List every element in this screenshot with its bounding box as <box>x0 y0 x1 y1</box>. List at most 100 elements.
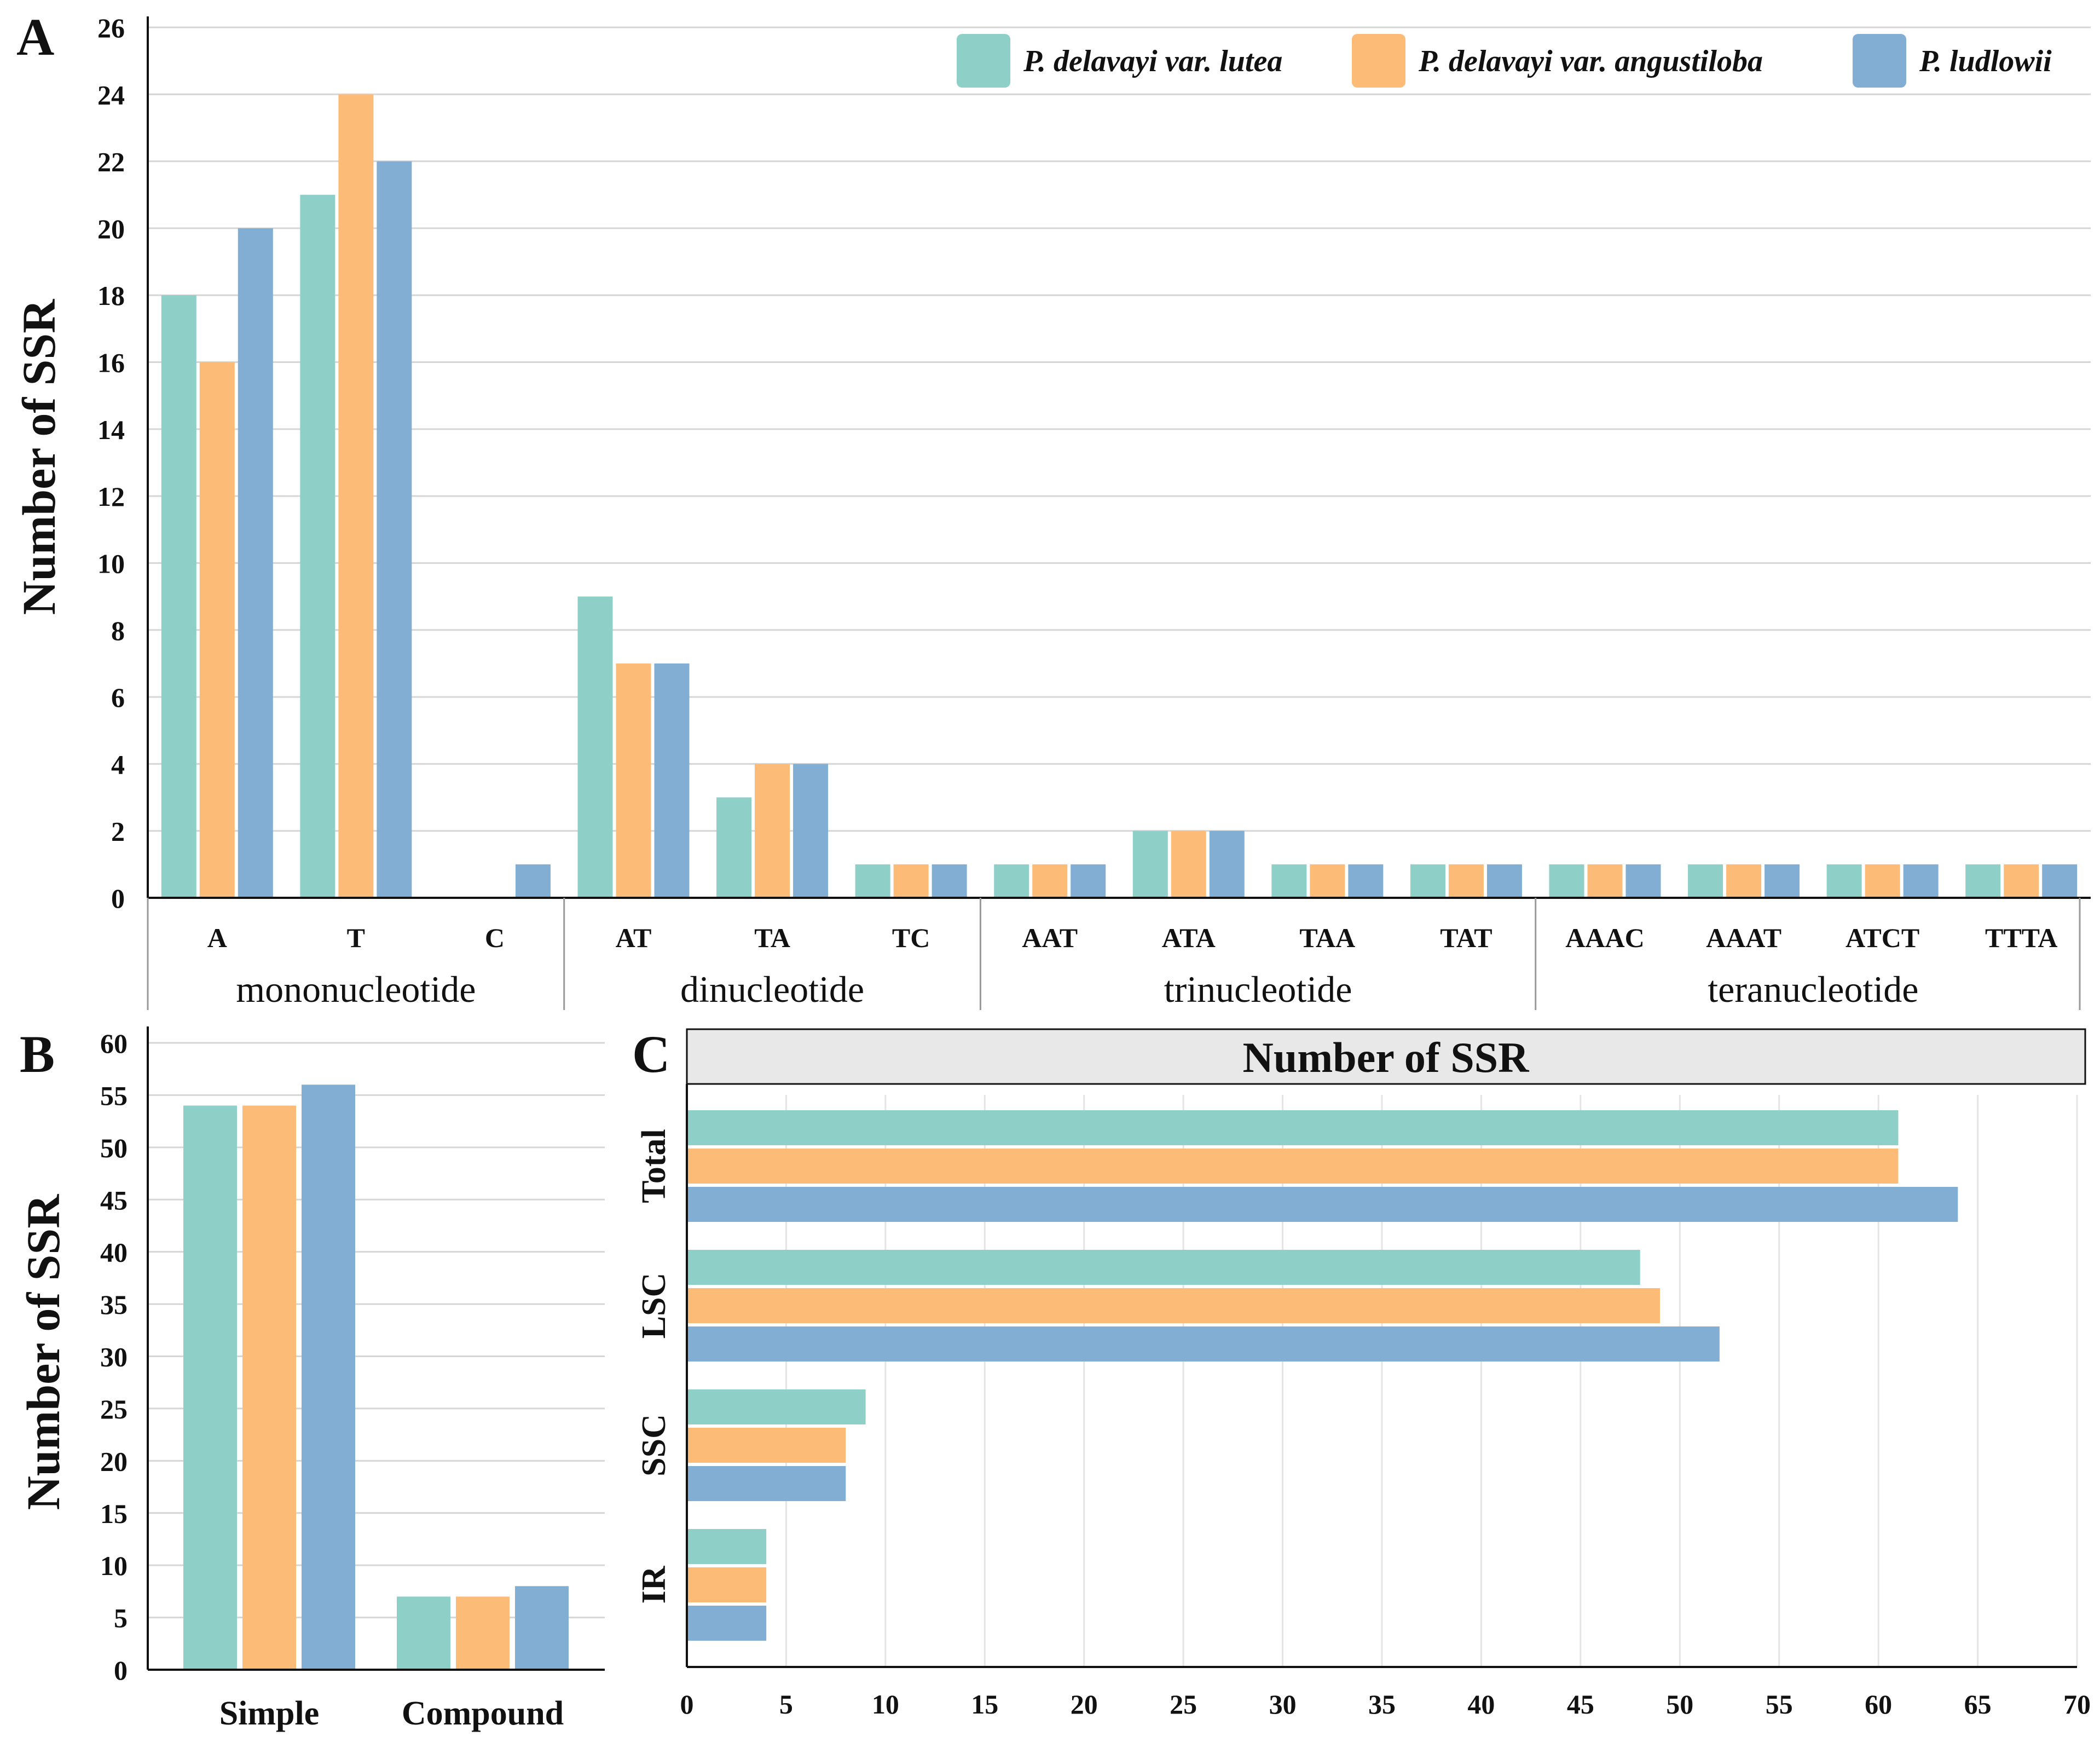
panel-a-bar <box>855 864 890 898</box>
panel-a-ytick: 2 <box>111 816 125 847</box>
panel-a-bar <box>515 864 551 898</box>
panel-a-bar <box>1310 864 1345 898</box>
legend-swatch <box>1352 34 1405 88</box>
panel-c-xtick: 55 <box>1766 1689 1793 1720</box>
panel-b-ytick: 5 <box>114 1603 128 1634</box>
panel-a-bar <box>1448 864 1484 898</box>
panel-c-xtick: 15 <box>971 1689 998 1720</box>
panel-a-bar <box>1271 864 1307 898</box>
panel-a-bar <box>1625 864 1661 898</box>
panel-c-xtick: 30 <box>1269 1689 1297 1720</box>
panel-c-xtick: 45 <box>1567 1689 1594 1720</box>
legend: P. delavayi var. lutea P. delavayi var. a… <box>957 34 2052 88</box>
panel-c-ytick: SSC <box>635 1414 673 1476</box>
legend-label: P. delavayi var. angustiloba <box>1418 44 1763 78</box>
panel-a-group-label: dinucleotide <box>680 968 864 1010</box>
panel-a-bar <box>1903 864 1939 898</box>
panel-a-ylabel: Number of SSR <box>13 299 65 615</box>
panel-a-bar <box>893 864 929 898</box>
panel-b-bar <box>397 1596 450 1670</box>
panel-a-xtick: AAAT <box>1706 922 1781 953</box>
panel-b-bar <box>302 1084 355 1670</box>
panel-a-bar <box>1171 830 1206 898</box>
panel-a-ytick: 4 <box>111 749 125 780</box>
panel-a-xtick: ATCT <box>1846 922 1919 953</box>
panel-a-bar <box>377 161 412 898</box>
panel-b-ytick: 20 <box>100 1446 128 1476</box>
panel-a-ytick: 20 <box>97 214 125 244</box>
panel-b-bar <box>456 1596 510 1670</box>
panel-a-bar <box>932 864 967 898</box>
panel-a-xtick: AAAC <box>1565 922 1644 953</box>
panel-a-bar <box>577 596 613 898</box>
panel-a-group-label: mononucleotide <box>236 968 476 1010</box>
panel-c-bar <box>687 1529 767 1564</box>
panel-a-bar <box>716 797 752 898</box>
panel-a-bar <box>1032 864 1068 898</box>
panel-b-label: B <box>20 1025 55 1083</box>
panel-a-bar <box>654 663 690 898</box>
panel-c-xtick: 10 <box>872 1689 899 1720</box>
panel-b-ylabel: Number of SSR <box>17 1194 70 1510</box>
panel-c-label: C <box>632 1025 670 1083</box>
panel-c-ytick: Total <box>635 1129 673 1203</box>
panel-c-bar <box>687 1466 846 1501</box>
panel-c-xtick: 20 <box>1071 1689 1098 1720</box>
panel-a-ytick: 26 <box>97 13 125 43</box>
legend-label: P. ludlowii <box>1919 44 2052 78</box>
panel-a-ytick: 8 <box>111 615 125 646</box>
panel-a-bar <box>994 864 1029 898</box>
panel-a-bar <box>1410 864 1445 898</box>
panel-c-xtick: 65 <box>1964 1689 1992 1720</box>
panel-b-bar <box>183 1105 237 1670</box>
panel-a-ytick: 14 <box>97 414 125 445</box>
panel-a-bar <box>1132 830 1168 898</box>
panel-a-bar <box>616 663 651 898</box>
panel-a-ytick: 22 <box>97 147 125 177</box>
panel-a-ytick: 12 <box>97 481 125 512</box>
panel-b-xtick: Simple <box>219 1695 320 1732</box>
panel-b-ytick: 30 <box>100 1342 128 1372</box>
panel-a-bar <box>300 194 335 898</box>
panel-a-xtick: AT <box>616 922 652 953</box>
legend-swatch <box>1853 34 1906 88</box>
panel-c-xtick: 40 <box>1467 1689 1495 1720</box>
panel-a-xtick: TA <box>754 922 790 953</box>
panel-a: A Number of SSR 02468101214161820222426A… <box>13 8 2091 1010</box>
panel-a-xtick: A <box>207 922 227 953</box>
panel-a-bar <box>199 362 235 898</box>
panel-c-title-box <box>686 1028 2086 1085</box>
panel-a-bar <box>2042 864 2078 898</box>
panel-c-bar <box>687 1326 1720 1362</box>
panel-b-ytick: 50 <box>100 1133 128 1163</box>
panel-b-ytick: 45 <box>100 1185 128 1215</box>
panel-c-bar <box>687 1428 846 1463</box>
panel-a-bar <box>238 228 273 898</box>
panel-a-group-label: trinucleotide <box>1164 968 1352 1010</box>
panel-a-bar <box>1865 864 1900 898</box>
legend-swatch <box>957 34 1010 88</box>
panel-c-bar <box>687 1187 1958 1222</box>
panel-c-title: Number of SSR <box>1243 1034 1530 1081</box>
panel-c-xtick: 70 <box>2063 1689 2091 1720</box>
panel-b-xtick: Compound <box>402 1695 564 1732</box>
panel-b-ytick: 60 <box>100 1028 128 1059</box>
panel-a-xtick: TAT <box>1440 922 1492 953</box>
panel-c-bar <box>687 1250 1640 1285</box>
panel-a-bar <box>1209 830 1245 898</box>
legend-label: P. delavayi var. lutea <box>1023 44 1282 78</box>
panel-a-bar <box>2004 864 2039 898</box>
panel-c-bar <box>687 1389 866 1424</box>
panel-a-bar <box>1549 864 1584 898</box>
panel-b-ytick: 10 <box>100 1550 128 1581</box>
panel-a-ytick: 0 <box>111 883 125 914</box>
panel-a-xtick: TTTA <box>1985 922 2057 953</box>
panel-a-bar <box>1071 864 1106 898</box>
panel-a-bar <box>755 764 790 898</box>
panel-b: B Number of SSR 0 5 10 15 20 25 30 35 40 45 50 55 60… <box>17 1025 605 1732</box>
panel-a-ytick: 16 <box>97 348 125 378</box>
panel-b-ytick: 55 <box>100 1080 128 1111</box>
panel-b-ytick: 15 <box>100 1498 128 1529</box>
panel-a-bar <box>1486 864 1522 898</box>
panel-c-xtick: 60 <box>1865 1689 1892 1720</box>
